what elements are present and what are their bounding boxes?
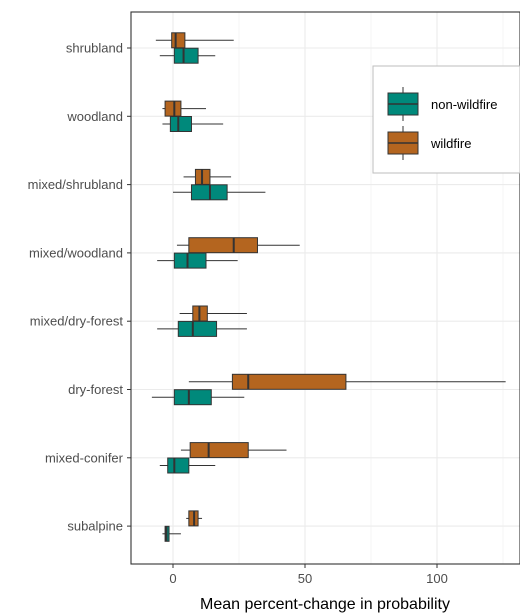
y-axis: shrubland woodland mixed/shrubland mixed/wo… (28, 41, 131, 534)
x-axis-title: Mean percent-change in probability (200, 596, 450, 613)
x-tick-label: 100 (426, 571, 448, 586)
box-iqr (173, 252, 207, 269)
box-non-wildfire-shrubland (159, 47, 216, 64)
box-iqr (173, 47, 199, 64)
x-tick-label: 50 (298, 571, 312, 586)
x-tick-label: 0 (169, 571, 176, 586)
x-axis: 0 50 100 (169, 564, 448, 586)
box-wildfire-woodland (162, 100, 206, 117)
legend-label-wildfire: wildfire (430, 136, 471, 151)
boxes (151, 32, 506, 542)
box-wildfire-mixed-dry-forest (179, 305, 247, 322)
box-non-wildfire-mixed-woodland (157, 252, 238, 269)
legend: non-wildfire wildfire (372, 65, 520, 174)
y-tick-label: woodland (66, 109, 123, 124)
box-iqr (173, 389, 212, 406)
box-wildfire-shrubland (155, 32, 234, 49)
y-tick-label: dry-forest (68, 382, 123, 397)
y-tick-label: subalpine (67, 519, 123, 534)
legend-box (372, 65, 520, 174)
box-wildfire-subalpine (186, 510, 203, 527)
box-iqr (169, 116, 192, 132)
box-non-wildfire-mixed-dry-forest (157, 320, 247, 337)
box-non-wildfire-subalpine (162, 525, 181, 542)
box-iqr (171, 32, 186, 49)
box-non-wildfire-dry-forest (151, 389, 245, 406)
panel-border (130, 11, 520, 565)
box-wildfire-dry-forest (188, 373, 506, 390)
box-non-wildfire-woodland (162, 116, 224, 132)
box-iqr (231, 373, 347, 390)
box-wildfire-mixed-conifer (180, 442, 287, 459)
legend-label-non-wildfire: non-wildfire (431, 97, 497, 112)
y-tick-label: mixed/dry-forest (30, 314, 124, 329)
box-iqr (167, 457, 190, 474)
box-non-wildfire-mixed-conifer (159, 457, 216, 474)
y-tick-label: mixed-conifer (45, 450, 124, 465)
box-iqr (177, 320, 218, 337)
y-tick-label: mixed/woodland (29, 245, 123, 260)
box-wildfire-mixed-woodland (176, 237, 300, 254)
box-iqr (189, 442, 249, 459)
box-iqr (188, 237, 258, 254)
box-wildfire-mixed-shrubland (183, 168, 232, 185)
y-tick-label: shrubland (66, 41, 123, 56)
box-iqr (164, 100, 182, 117)
y-tick-label: mixed/shrubland (28, 177, 123, 192)
